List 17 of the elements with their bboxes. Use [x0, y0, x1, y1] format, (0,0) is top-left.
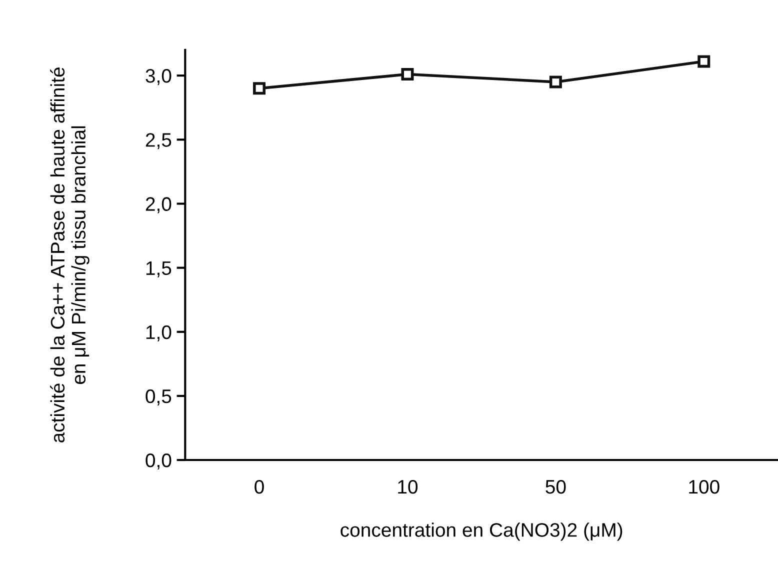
point — [549, 76, 562, 88]
y-axis-title: activité de la Ca++ ATPase de haute affinité en μM Pi/min/g tissu branchial — [50, 68, 90, 442]
point — [698, 55, 710, 68]
x-axis-title: concentration en Ca(NO3)2 (μM) — [340, 522, 622, 541]
x-tick-label: 10 — [398, 480, 418, 494]
point — [253, 82, 266, 95]
y-tick-label: 0,5 — [146, 389, 172, 406]
x-tick-label: 0 — [254, 480, 264, 494]
y-tick-label: 2,0 — [146, 197, 172, 214]
y-tick-label: 2,5 — [146, 133, 172, 150]
x-tick-label: 50 — [546, 480, 566, 494]
y-tick-label: 3,0 — [146, 69, 172, 86]
y-tick-label: 1,0 — [146, 325, 172, 342]
y-tick-label: 0,0 — [146, 453, 172, 470]
point — [401, 68, 414, 81]
y-tick-label: 1,5 — [146, 261, 172, 278]
x-tick-label: 100 — [689, 480, 720, 494]
